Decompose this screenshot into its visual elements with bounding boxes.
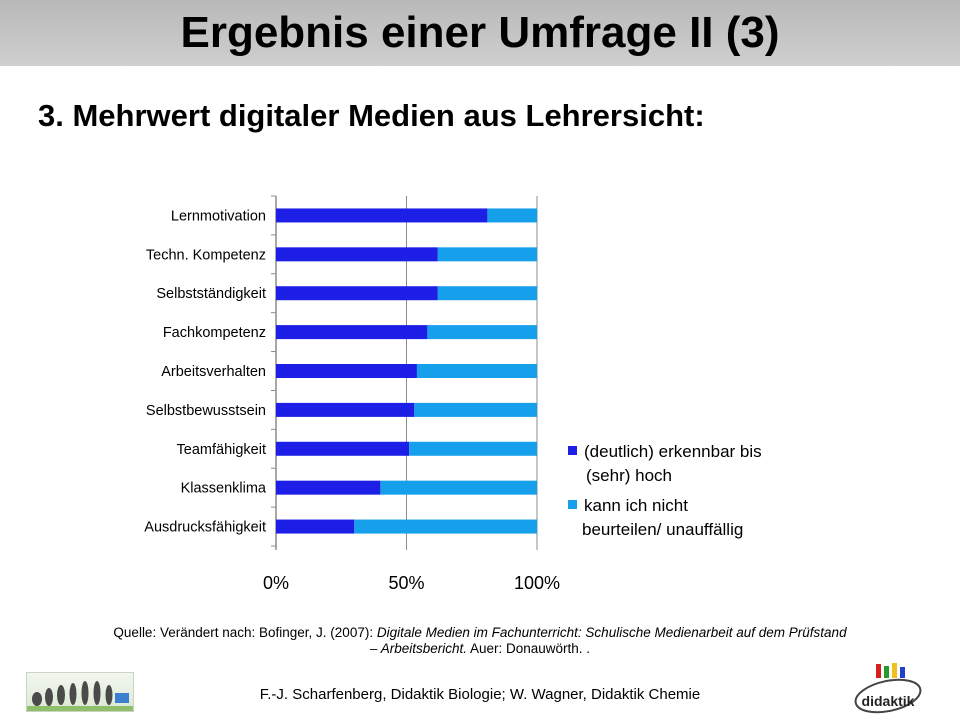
legend-item-kann-nicht: kann ich nicht beurteilen/ unauffällig	[568, 495, 828, 543]
y-category-label: Fachkompetenz	[163, 325, 266, 341]
legend-swatch-dark-blue	[568, 446, 577, 455]
legend-item-deutlich: (deutlich) erkennbar bis (sehr) hoch	[568, 441, 828, 489]
evolution-figures-icon	[27, 681, 133, 711]
bar-segment-erkennbar	[276, 325, 428, 340]
bar-segment-erkennbar	[276, 480, 381, 495]
bar-segment-erkennbar	[276, 519, 355, 534]
bar-segment-unauffaellig	[409, 441, 537, 456]
y-category-label: Klassenklima	[181, 481, 267, 497]
y-category-label: Ausdrucksfähigkeit	[144, 520, 266, 536]
didaktik-logo-text: didaktik	[862, 693, 915, 709]
didaktik-logo: didaktik	[852, 660, 924, 716]
bar-segment-erkennbar	[276, 364, 417, 378]
didaktik-logo-icon: didaktik	[854, 663, 922, 714]
slide-subtitle: 3. Mehrwert digitaler Medien aus Lehrers…	[38, 98, 705, 133]
bar-segment-erkennbar	[276, 441, 410, 456]
legend-label-line-2: beurteilen/ unauffällig	[582, 520, 744, 539]
bar-segment-unauffaellig	[487, 208, 537, 223]
bar-segment-unauffaellig	[437, 286, 537, 301]
bar-segment-unauffaellig	[427, 325, 537, 340]
evolution-logo	[26, 672, 134, 712]
y-category-label: Lernmotivation	[171, 208, 266, 224]
bar-segment-unauffaellig	[437, 247, 537, 262]
slide-title: Ergebnis einer Umfrage II (3)	[180, 8, 780, 57]
source-title: Digitale Medien im Fachunterricht: Schul…	[369, 625, 847, 656]
bar-segment-unauffaellig	[416, 364, 537, 378]
bar-segment-erkennbar	[276, 247, 438, 262]
legend-swatch-light-blue	[568, 500, 577, 509]
legend-label-line-1: (deutlich) erkennbar bis	[584, 442, 762, 461]
bar-segment-unauffaellig	[414, 402, 537, 417]
footer-credits: F.-J. Scharfenberg, Didaktik Biologie; W…	[259, 686, 701, 703]
source-citation: Quelle: Verändert nach: Bofinger, J. (20…	[110, 625, 850, 657]
source-prefix: Quelle: Verändert nach: Bofinger, J. (20…	[113, 625, 377, 640]
x-tick-label: 50%	[388, 573, 424, 593]
y-category-label: Arbeitsverhalten	[161, 364, 266, 380]
bars	[276, 208, 537, 534]
x-tick-label: 0%	[263, 573, 289, 593]
bar-segment-erkennbar	[276, 208, 488, 223]
bar-segment-erkennbar	[276, 402, 415, 417]
source-suffix: Auer: Donauwörth. .	[466, 641, 591, 656]
x-tick-label: 100%	[514, 573, 560, 593]
y-category-label: Teamfähigkeit	[177, 442, 266, 458]
y-axis-labels: Lernmotivation Techn. Kompetenz Selbststän…	[144, 208, 267, 535]
legend-label-line-2: (sehr) hoch	[586, 466, 672, 485]
title-bar	[0, 0, 960, 66]
bar-segment-unauffaellig	[354, 519, 537, 534]
y-category-label: Selbstbewusstsein	[146, 403, 266, 419]
bar-segment-erkennbar	[276, 286, 438, 301]
legend-label-line-1: kann ich nicht	[584, 496, 688, 515]
y-category-label: Techn. Kompetenz	[146, 247, 266, 263]
x-axis-labels: 0% 50% 100%	[263, 573, 560, 593]
bar-segment-unauffaellig	[380, 480, 537, 495]
y-category-label: Selbstständigkeit	[156, 286, 266, 302]
